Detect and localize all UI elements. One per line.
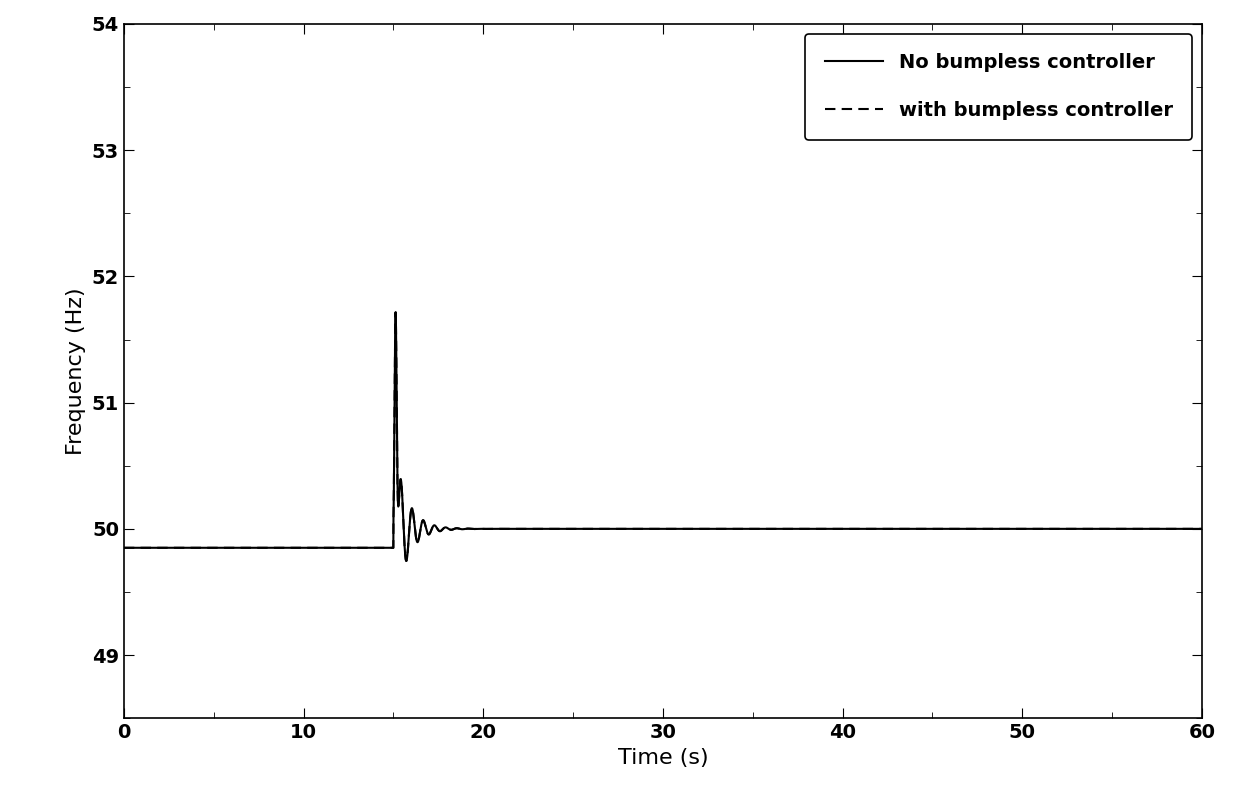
No bumpless controller xyxy=(1053,524,1068,534)
with bumpless controller xyxy=(1083,524,1098,534)
with bumpless controller xyxy=(601,524,616,534)
with bumpless controller xyxy=(116,543,131,552)
Legend: No bumpless controller, with bumpless controller: No bumpless controller, with bumpless co… xyxy=(805,34,1192,140)
No bumpless controller xyxy=(601,524,616,534)
with bumpless controller xyxy=(399,556,414,566)
Line: No bumpless controller: No bumpless controller xyxy=(124,312,1202,561)
No bumpless controller xyxy=(1180,524,1194,534)
with bumpless controller xyxy=(1180,524,1194,534)
with bumpless controller xyxy=(1194,524,1209,534)
No bumpless controller xyxy=(399,556,414,566)
with bumpless controller xyxy=(804,524,819,534)
No bumpless controller xyxy=(1194,524,1209,534)
with bumpless controller xyxy=(1192,524,1207,534)
with bumpless controller xyxy=(1053,524,1068,534)
X-axis label: Time (s): Time (s) xyxy=(617,748,709,768)
with bumpless controller xyxy=(388,307,403,317)
No bumpless controller xyxy=(1192,524,1207,534)
Line: with bumpless controller: with bumpless controller xyxy=(124,312,1202,561)
Y-axis label: Frequency (Hz): Frequency (Hz) xyxy=(66,287,87,455)
No bumpless controller xyxy=(1083,524,1098,534)
No bumpless controller xyxy=(804,524,819,534)
No bumpless controller xyxy=(116,543,131,552)
No bumpless controller xyxy=(388,307,403,317)
